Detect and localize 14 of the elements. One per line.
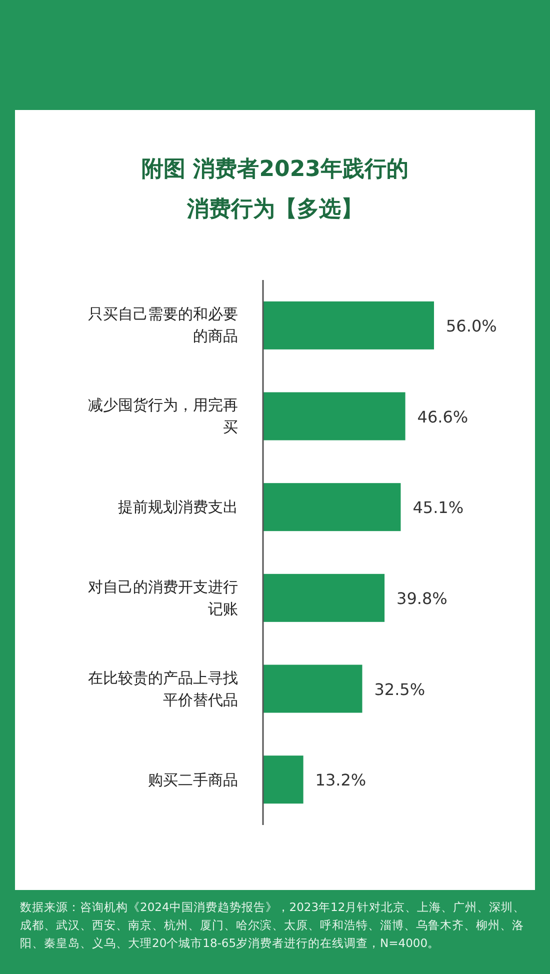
data-label: 39.8% bbox=[396, 588, 448, 608]
data-label: 56.0% bbox=[446, 316, 497, 336]
data-label: 13.2% bbox=[315, 770, 366, 790]
chart-title: 附图 消费者2023年践行的消费行为【多选】 bbox=[140, 156, 410, 224]
y-tick-label: 只买自己需要的和必要的商品 bbox=[88, 304, 238, 348]
data-label: 46.6% bbox=[417, 407, 468, 426]
y-tick-label: 提前规划消费支出 bbox=[117, 497, 238, 518]
y-tick-label: 对自己的消费开支进行记账 bbox=[88, 576, 238, 620]
data-label: 32.5% bbox=[374, 680, 426, 699]
y-tick-label: 减少囤货行为，用完再买 bbox=[88, 395, 238, 438]
data-label: 45.1% bbox=[412, 498, 464, 518]
y-tick-label: 在比较贵的产品上寻找平价替代品 bbox=[88, 668, 238, 711]
y-tick-label: 购买二手商品 bbox=[147, 770, 238, 791]
source-note: 数据来源：咨询机构《2024中国消费趋势报告》，2023年12月针对北京、上海、广州、深圳、成都、武汉、西安、南京、杭州、厦门、哈尔滨、太原、呼和浩特、淄博、乌鲁木齐、柳州、洛阳、秦皇岛、义乌、大理20个城市18-65岁消费者进行的在线调查，N=4000。 bbox=[20, 899, 526, 952]
